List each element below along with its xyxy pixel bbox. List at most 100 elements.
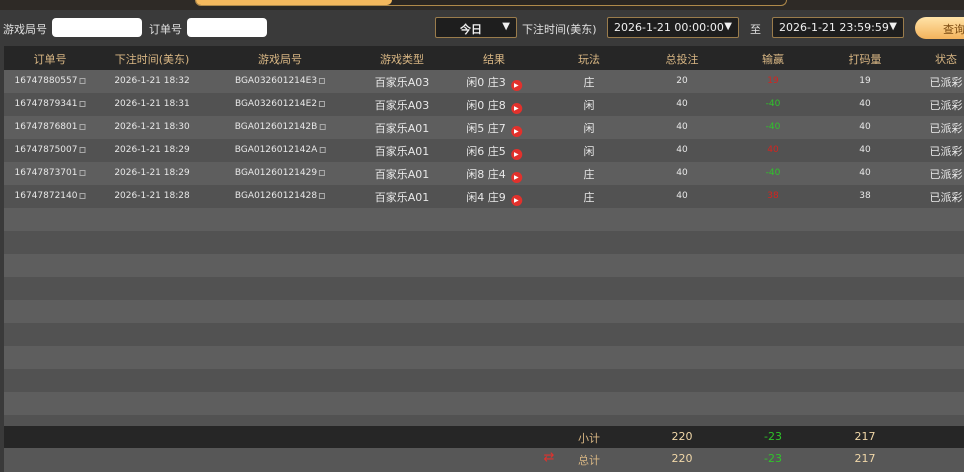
copy-icon[interactable] xyxy=(319,124,326,130)
cell-play: 闲 xyxy=(584,97,595,113)
table-row[interactable]: 16747880557 2026-1-21 18:32 BGA032601214E3… xyxy=(4,70,964,93)
valid-text: 40 xyxy=(859,122,871,132)
time-text: 2026-1-21 18:29 xyxy=(114,145,190,155)
round-label: 游戏局号 xyxy=(3,23,47,36)
order-text: 16747875007 xyxy=(14,145,78,155)
filter-bar: 游戏局号 订单号 今日 ▼ 下注时间(美东) 2026-1-21 00:00:00… xyxy=(0,12,964,44)
valid-text: 40 xyxy=(859,99,871,109)
refresh-icon[interactable]: ⇄ xyxy=(543,450,555,465)
cell-time: 2026-1-21 18:32 xyxy=(114,76,189,86)
cell-play: 闲 xyxy=(584,120,595,136)
copy-icon[interactable] xyxy=(79,170,86,176)
query-button[interactable]: 查询 xyxy=(915,17,964,39)
total-row: ⇄ 总计 220 -23 217 xyxy=(4,448,964,472)
cell-bet: 40 xyxy=(676,191,687,201)
play-video-icon[interactable]: ▶ xyxy=(510,103,522,114)
valid-text: 40 xyxy=(859,145,871,155)
cell-type: 百家乐A01 xyxy=(375,143,430,159)
copy-icon[interactable] xyxy=(319,170,326,176)
copy-icon[interactable] xyxy=(79,193,86,199)
type-text: 百家乐A03 xyxy=(374,76,430,89)
copy-icon[interactable] xyxy=(79,124,86,130)
play-video-icon[interactable]: ▶ xyxy=(510,80,522,91)
copy-icon[interactable] xyxy=(79,101,86,107)
type-text: 百家乐A01 xyxy=(374,145,430,158)
table-row[interactable]: 16747873701 2026-1-21 18:29 BGA01260121429… xyxy=(4,162,964,185)
play-text: 庄 xyxy=(583,191,595,204)
cell-valid: 40 xyxy=(859,145,870,155)
column-header: 状态 xyxy=(935,53,957,66)
cell-win: -40 xyxy=(766,99,781,109)
type-text: 百家乐A03 xyxy=(374,99,430,112)
column-header: 结果 xyxy=(483,53,505,66)
column-header: 游戏类型 xyxy=(380,53,424,66)
time-text: 2026-1-21 18:28 xyxy=(114,191,190,201)
total-bet: 220 xyxy=(671,452,693,465)
cell-status: 已派彩 xyxy=(930,189,963,205)
cell-type: 百家乐A03 xyxy=(375,74,430,90)
cell-round: BGA01260121429 xyxy=(235,168,326,178)
cell-result: 闲4 庄9 ▶ xyxy=(466,189,522,206)
cell-result: 闲6 庄5 ▶ xyxy=(466,143,522,160)
play-video-icon[interactable]: ▶ xyxy=(510,195,522,206)
time-text: 2026-1-21 18:30 xyxy=(114,122,190,132)
active-tab[interactable] xyxy=(196,0,392,5)
cell-status: 已派彩 xyxy=(930,166,963,182)
copy-icon[interactable] xyxy=(319,193,326,199)
play-video-icon[interactable]: ▶ xyxy=(510,172,522,183)
result-text: 闲6 庄5 xyxy=(466,145,506,158)
win-text: 40 xyxy=(767,145,779,155)
end-time-select[interactable]: 2026-1-21 23:59:59 ▼ xyxy=(772,17,904,38)
range-value: 今日 xyxy=(460,23,482,36)
order-input[interactable] xyxy=(187,18,267,37)
status-text: 已派彩 xyxy=(929,122,963,135)
order-text: 16747876801 xyxy=(14,122,78,132)
end-time-value: 2026-1-21 23:59:59 xyxy=(779,21,889,34)
range-select[interactable]: 今日 ▼ xyxy=(435,17,517,38)
column-header: 游戏局号 xyxy=(258,53,302,66)
type-text: 百家乐A01 xyxy=(374,122,430,135)
play-text: 闲 xyxy=(583,122,595,135)
cell-play: 庄 xyxy=(584,189,595,205)
cell-order: 16747876801 xyxy=(15,122,86,132)
bet-text: 40 xyxy=(676,168,688,178)
copy-icon[interactable] xyxy=(319,101,326,107)
table-row[interactable]: 16747875007 2026-1-21 18:29 BGA0126012142A… xyxy=(4,139,964,162)
cell-win: 38 xyxy=(767,191,778,201)
cell-time: 2026-1-21 18:28 xyxy=(114,191,189,201)
copy-icon[interactable] xyxy=(79,147,86,153)
table-row[interactable]: 16747876801 2026-1-21 18:30 BGA0126012142B… xyxy=(4,116,964,139)
cell-result: 闲0 庄3 ▶ xyxy=(466,74,522,91)
start-time-select[interactable]: 2026-1-21 00:00:00 ▼ xyxy=(607,17,739,38)
status-text: 已派彩 xyxy=(929,145,963,158)
chevron-down-icon: ▼ xyxy=(724,21,732,32)
valid-text: 38 xyxy=(859,191,871,201)
copy-icon[interactable] xyxy=(79,78,86,84)
copy-icon[interactable] xyxy=(319,78,326,84)
table-row[interactable]: 16747879341 2026-1-21 18:31 BGA032601214E2… xyxy=(4,93,964,116)
table-row[interactable]: 16747872140 2026-1-21 18:28 BGA01260121428… xyxy=(4,185,964,208)
bet-text: 20 xyxy=(676,76,688,86)
cell-round: BGA0126012142A xyxy=(235,145,326,155)
play-video-icon[interactable]: ▶ xyxy=(510,149,522,160)
time-text: 2026-1-21 18:29 xyxy=(114,168,190,178)
win-text: 19 xyxy=(767,76,779,86)
table-body: 16747880557 2026-1-21 18:32 BGA032601214E3… xyxy=(4,70,964,426)
time-label: 下注时间(美东) xyxy=(522,23,597,36)
win-text: 38 xyxy=(767,191,779,201)
bet-text: 40 xyxy=(676,191,688,201)
copy-icon[interactable] xyxy=(319,147,326,153)
cell-round: BGA0126012142B xyxy=(235,122,326,132)
round-input[interactable] xyxy=(52,18,142,37)
subtotal-valid: 217 xyxy=(854,430,876,443)
cell-valid: 38 xyxy=(859,191,870,201)
cell-order: 16747879341 xyxy=(15,99,86,109)
column-header: 玩法 xyxy=(578,53,600,66)
round-text: BGA032601214E3 xyxy=(234,76,318,86)
time-text: 2026-1-21 18:32 xyxy=(114,76,190,86)
subtotal-bet: 220 xyxy=(671,430,693,443)
bet-text: 40 xyxy=(676,145,688,155)
cell-status: 已派彩 xyxy=(930,74,963,90)
play-video-icon[interactable]: ▶ xyxy=(510,126,522,137)
top-tabs[interactable] xyxy=(195,0,787,6)
